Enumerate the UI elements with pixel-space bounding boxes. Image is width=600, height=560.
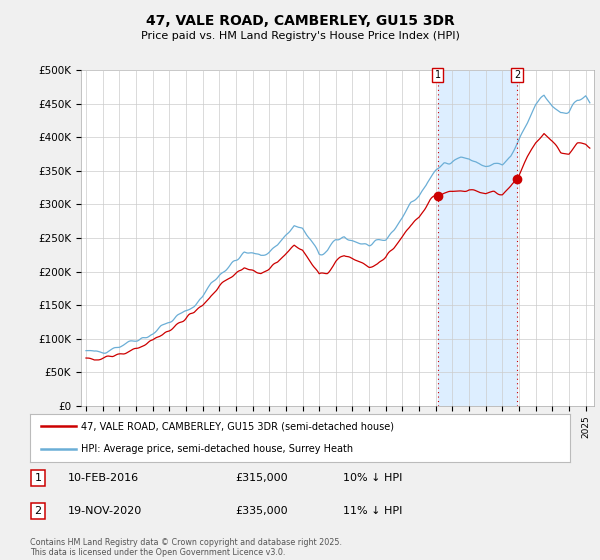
Text: 10-FEB-2016: 10-FEB-2016 [68,473,139,483]
Text: HPI: Average price, semi-detached house, Surrey Heath: HPI: Average price, semi-detached house,… [82,444,353,454]
Text: 2: 2 [514,70,520,80]
Text: 2: 2 [35,506,41,516]
Text: 1: 1 [35,473,41,483]
Text: 19-NOV-2020: 19-NOV-2020 [68,506,142,516]
Text: £335,000: £335,000 [235,506,288,516]
Text: 11% ↓ HPI: 11% ↓ HPI [343,506,403,516]
Text: 47, VALE ROAD, CAMBERLEY, GU15 3DR: 47, VALE ROAD, CAMBERLEY, GU15 3DR [146,14,454,28]
Text: Price paid vs. HM Land Registry's House Price Index (HPI): Price paid vs. HM Land Registry's House … [140,31,460,41]
Bar [438,70,517,406]
Text: 47, VALE ROAD, CAMBERLEY, GU15 3DR (semi-detached house): 47, VALE ROAD, CAMBERLEY, GU15 3DR (semi… [82,421,394,431]
Text: £315,000: £315,000 [235,473,288,483]
Text: Contains HM Land Registry data © Crown copyright and database right 2025.
This d: Contains HM Land Registry data © Crown c… [30,538,342,557]
Text: 10% ↓ HPI: 10% ↓ HPI [343,473,403,483]
Text: 1: 1 [435,70,441,80]
